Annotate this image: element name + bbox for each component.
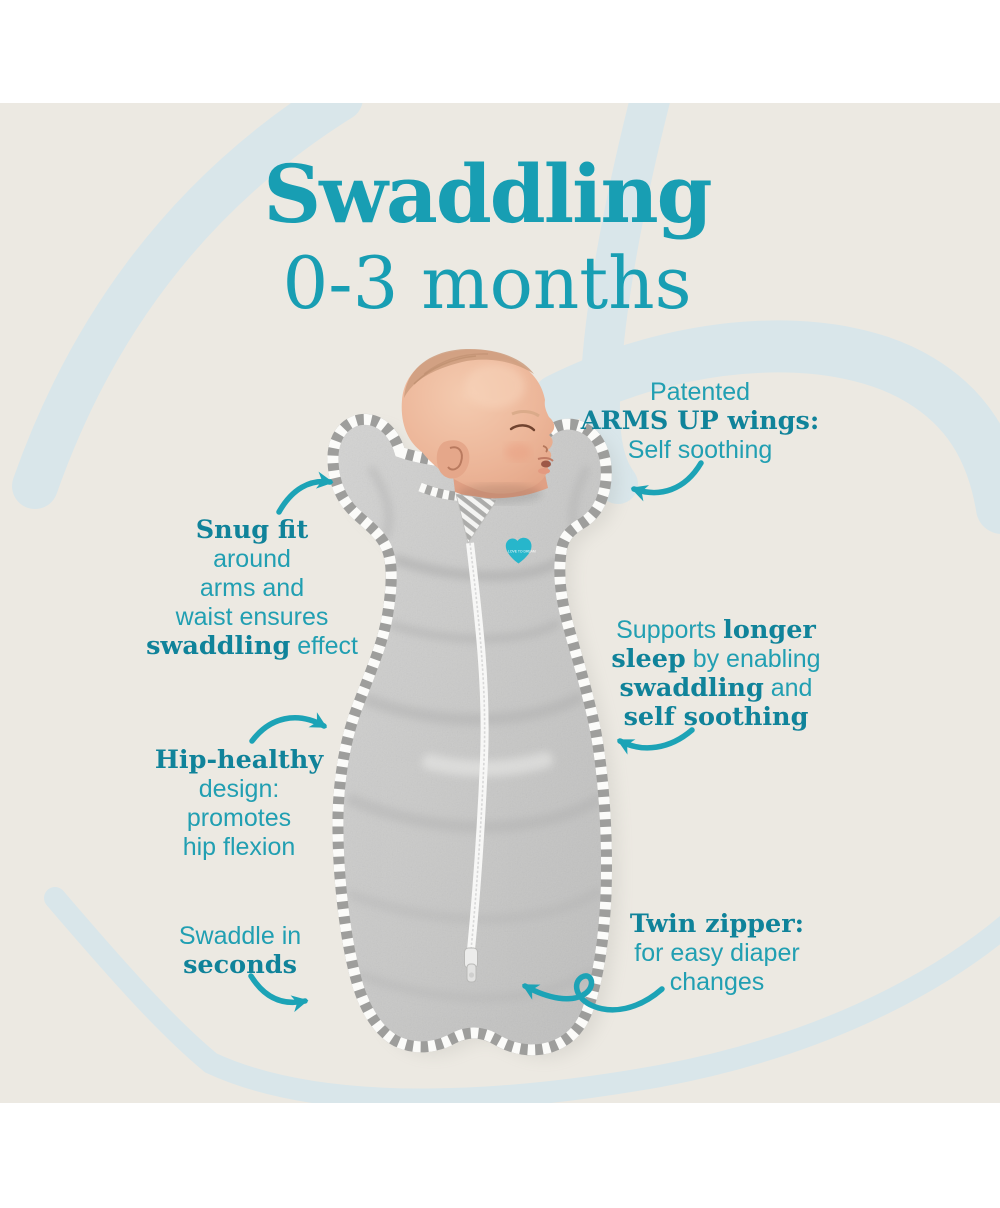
page-title: Swaddling 0-3 months xyxy=(263,146,712,325)
baby-hair xyxy=(404,348,534,398)
callout-text: promotes xyxy=(186,804,292,832)
swaddle-illustration: LOVE TO DREAM xyxy=(325,348,619,1058)
callout-text: effect xyxy=(290,632,358,660)
callout-longer-sleep: Supports longer sleep by enabling swaddl… xyxy=(611,616,820,732)
zipper xyxy=(464,542,489,983)
callout-text: swaddling xyxy=(146,631,291,661)
baby-head xyxy=(401,348,555,494)
zipper-pull xyxy=(464,947,478,983)
callout-text: Self soothing xyxy=(627,436,773,464)
callout-text: design: xyxy=(198,775,280,803)
baby-ear xyxy=(436,440,470,479)
callout-text: Patented xyxy=(649,378,751,406)
callout-text: ARMS UP wings: xyxy=(580,406,820,436)
callout-text: by enabling xyxy=(685,645,821,673)
callout-text: around xyxy=(213,545,291,573)
title-subheading: 0-3 months xyxy=(282,241,692,325)
brand-heart-icon: LOVE TO DREAM xyxy=(505,537,536,564)
baby-mouth xyxy=(541,460,551,468)
callout-arrows xyxy=(248,460,704,1013)
callout-text: Supports xyxy=(616,616,724,644)
callout-text: changes xyxy=(669,968,765,996)
callout-text: waist ensures xyxy=(175,603,329,631)
brand-logo-text: LOVE TO DREAM xyxy=(508,550,536,554)
callout-text: self soothing xyxy=(623,702,809,732)
callout-snug-fit: Snug fit around arms and waist ensures s… xyxy=(146,516,358,661)
callout-text: arms and xyxy=(199,574,305,602)
callout-text: swaddling xyxy=(619,673,764,703)
callout-text: longer xyxy=(723,615,816,645)
background-swirls xyxy=(12,103,1000,1103)
title-heading: Swaddling xyxy=(263,147,712,241)
arrow-twin-zipper xyxy=(521,973,665,1013)
callout-text: for easy diaper xyxy=(634,939,800,967)
callout-text: seconds xyxy=(183,950,297,980)
callout-text: Hip-healthy xyxy=(154,745,324,775)
closed-eye xyxy=(509,424,536,432)
arrow-hip-healthy xyxy=(249,712,328,744)
arrow-swaddle-seconds xyxy=(248,973,309,1013)
callout-arms-up-wings: Patented ARMS UP wings: Self soothing xyxy=(581,378,820,465)
callout-text: and xyxy=(763,674,813,702)
callout-text: Swaddle in xyxy=(178,922,302,950)
collar-flap xyxy=(455,493,498,544)
callout-text: hip flexion xyxy=(182,833,296,861)
arrow-arms-up xyxy=(630,460,704,502)
callout-text: Twin zipper: xyxy=(629,909,805,939)
callout-text: Snug fit xyxy=(195,515,309,545)
callout-text: sleep xyxy=(611,644,686,674)
callout-twin-zipper: Twin zipper: for easy diaper changes xyxy=(630,910,804,997)
callout-swaddle-seconds: Swaddle in seconds xyxy=(179,922,301,980)
callout-hip-healthy: Hip-healthy design: promotes hip flexion xyxy=(155,746,323,862)
arrow-snug-fit xyxy=(276,471,334,515)
arrow-longer-sleep xyxy=(616,727,695,755)
